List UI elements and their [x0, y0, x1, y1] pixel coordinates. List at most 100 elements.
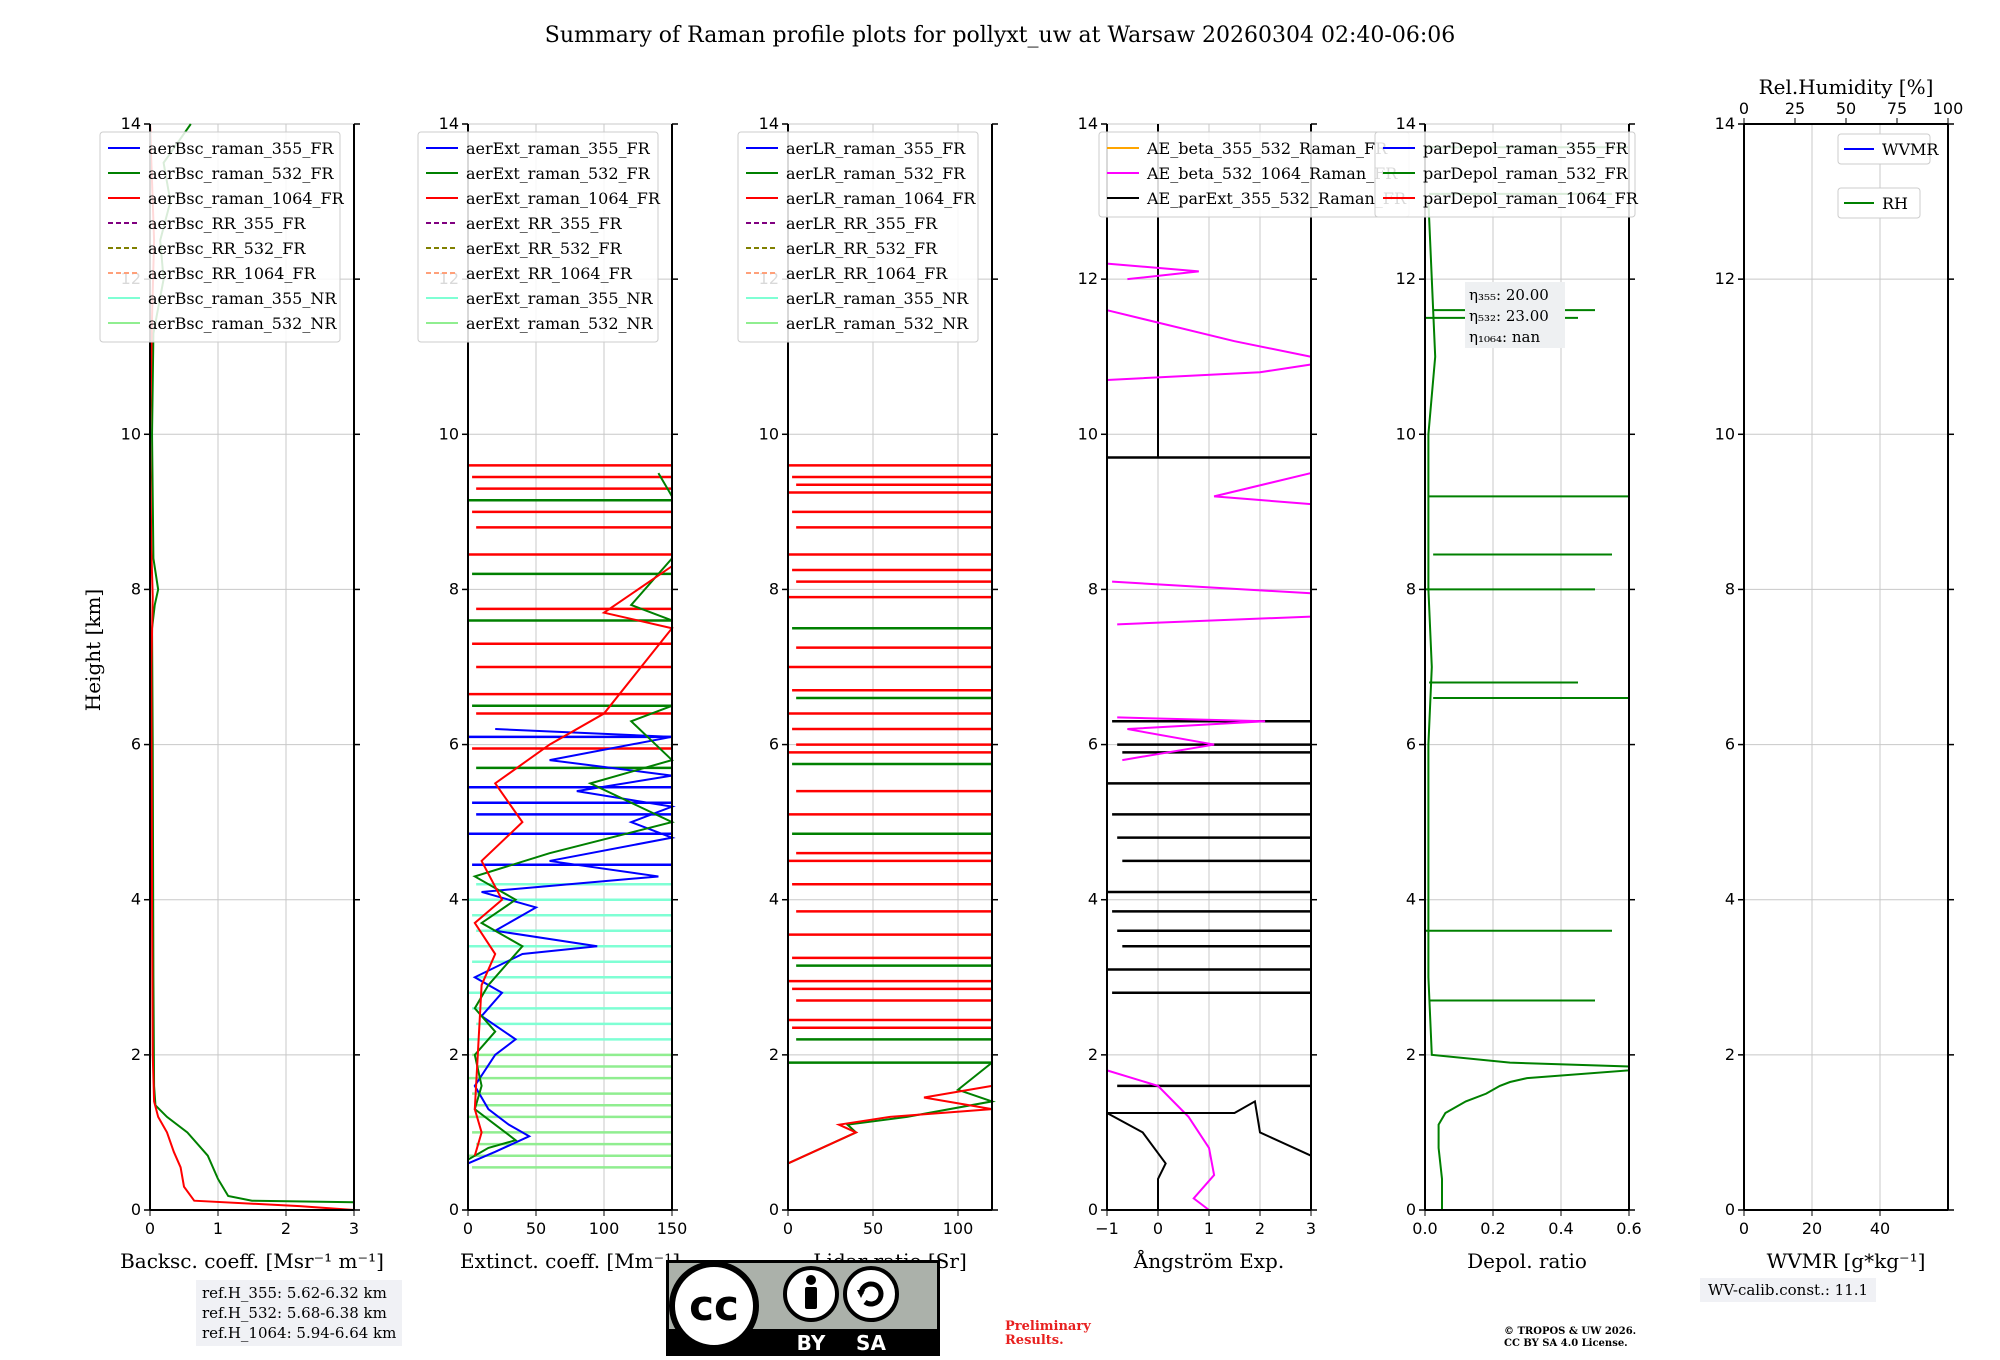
- legend-label: aerBsc_RR_355_FR: [148, 214, 306, 233]
- legend-label: aerLR_RR_532_FR: [786, 239, 938, 258]
- legend-label: aerBsc_raman_355_FR: [148, 139, 334, 158]
- annotation-box: [1465, 282, 1565, 348]
- copyright-line-2: CC BY SA 4.0 License.: [1504, 1338, 1628, 1349]
- y-tick-label: 8: [449, 579, 459, 598]
- preliminary-results-note: Preliminary Results.: [1005, 1320, 1091, 1348]
- y-tick-label: 2: [1725, 1045, 1735, 1064]
- height-axis-label: Height [km]: [81, 589, 105, 711]
- x-tick-label: 0: [783, 1219, 793, 1238]
- legend-label: AE_beta_532_1064_Raman_FR: [1146, 164, 1398, 183]
- legend: AE_beta_355_532_Raman_FR AE_beta_532_1064…: [1098, 131, 1410, 218]
- profile-segment: [1117, 615, 1312, 626]
- profile-segment: [1106, 309, 1312, 358]
- panel-lr: 05010002468101214Lidar ratio [Sr]aerLR_r…: [737, 114, 998, 1273]
- copyright-line-1: © TROPOS & UW 2026.: [1504, 1326, 1637, 1337]
- legend: parDepol_raman_355_FR parDepol_raman_532_…: [1374, 131, 1639, 218]
- series-line-AE_beta_532_1064_Raman_FR: [1106, 1069, 1216, 1211]
- y-tick-label: 10: [759, 424, 779, 443]
- y-tick-label: 8: [131, 579, 141, 598]
- x-tick-label: 20: [1802, 1219, 1822, 1238]
- legend-box: [1374, 131, 1636, 218]
- legend-label: aerLR_raman_355_FR: [786, 139, 966, 158]
- y-tick-label: 0: [1725, 1200, 1735, 1219]
- annotation-eta355: η₃₅₅: 20.00: [1469, 286, 1549, 304]
- legend-label: aerLR_RR_1064_FR: [786, 264, 948, 283]
- y-tick-label: 12: [1396, 269, 1416, 288]
- x-tick-label: 40: [1870, 1219, 1890, 1238]
- y-tick-label: 0: [1406, 1200, 1416, 1219]
- series-line-aerLR_raman_532_FR: [787, 1061, 996, 1165]
- panel-depol: 0.0 0.2 0.4 0.6 0 2 4 6 8 10 12 14 Depol. ratio parDe…: [1374, 114, 1642, 1273]
- legend-label: aerLR_raman_355_NR: [786, 289, 969, 308]
- top-x-axis-label: Rel.Humidity [%]: [1759, 75, 1934, 99]
- x-tick-label: 0: [1153, 1219, 1163, 1238]
- y-tick-label: 4: [131, 890, 141, 909]
- legend-label: aerExt_raman_532_FR: [466, 164, 651, 183]
- legend-box: [737, 131, 979, 343]
- y-tick-label: 6: [1725, 735, 1735, 754]
- y-tick-label: 14: [121, 114, 141, 133]
- y-tick-label: 2: [769, 1045, 779, 1064]
- legend-label: aerLR_raman_532_FR: [786, 164, 966, 183]
- y-tick-label: 14: [1078, 114, 1098, 133]
- ref-height-532: ref.H_532: 5.68-6.38 km: [202, 1304, 387, 1322]
- legend-label: aerExt_RR_1064_FR: [466, 264, 633, 283]
- svg-text:cc: cc: [689, 1281, 739, 1330]
- x-axis-label: Ångström Exp.: [1133, 1248, 1284, 1273]
- panels: 012302468101214Backsc. coeff. [Msr⁻¹ m⁻¹…: [99, 75, 1963, 1273]
- y-tick-label: 4: [449, 890, 459, 909]
- legend-label: parDepol_raman_532_FR: [1423, 164, 1629, 183]
- legend-label: parDepol_raman_1064_FR: [1423, 189, 1639, 208]
- y-tick-label: 6: [1406, 735, 1416, 754]
- y-tick-label: 0: [1088, 1200, 1098, 1219]
- y-tick-label: 10: [1715, 424, 1735, 443]
- legend-RH: RH: [1837, 187, 1921, 219]
- preliminary-line-1: Preliminary: [1005, 1319, 1091, 1334]
- y-tick-label: 2: [131, 1045, 141, 1064]
- legend-label: parDepol_raman_355_FR: [1423, 139, 1629, 158]
- x-tick-label: 0.6: [1616, 1219, 1641, 1238]
- ref-height-355: ref.H_355: 5.62-6.32 km: [202, 1284, 387, 1302]
- profile-segment: [1106, 262, 1199, 281]
- legend-label: RH: [1882, 194, 1908, 213]
- y-tick-label: 8: [1406, 579, 1416, 598]
- legend-label: aerBsc_RR_532_FR: [148, 239, 306, 258]
- x-tick-label: 50: [863, 1219, 883, 1238]
- sa-label: SA: [856, 1331, 886, 1355]
- series-line-aerExt_raman_355_FR: [467, 728, 676, 1165]
- share-alike-icon: [843, 1266, 899, 1322]
- y-tick-label: 0: [449, 1200, 459, 1219]
- ref-height-1064: ref.H_1064: 5.94-6.64 km: [202, 1324, 397, 1342]
- y-tick-label: 10: [1396, 424, 1416, 443]
- legend-label: aerExt_RR_355_FR: [466, 214, 623, 233]
- y-tick-label: 10: [1078, 424, 1098, 443]
- y-tick-label: 0: [131, 1200, 141, 1219]
- y-tick-label: 6: [1088, 735, 1098, 754]
- top-x-tick-label: 50: [1836, 99, 1856, 118]
- legend-box: [99, 131, 341, 343]
- y-tick-label: 6: [449, 735, 459, 754]
- legend-box: [417, 131, 659, 343]
- x-tick-label: 0.2: [1480, 1219, 1505, 1238]
- legend-label: aerLR_RR_355_FR: [786, 214, 938, 233]
- y-tick-label: 8: [1088, 579, 1098, 598]
- legend-label: aerBsc_raman_532_FR: [148, 164, 334, 183]
- y-tick-label: 8: [769, 579, 779, 598]
- series-line-aerExt_raman_532_FR: [467, 472, 675, 1161]
- y-tick-label: 2: [449, 1045, 459, 1064]
- series-line-parDepol_raman_532_FR: [1427, 201, 1630, 1210]
- y-tick-label: 10: [439, 424, 459, 443]
- x-tick-label: 2: [1255, 1219, 1265, 1238]
- profile-segment: [1112, 580, 1312, 595]
- legend-box: [1837, 133, 1931, 165]
- x-tick-label: 1: [213, 1219, 223, 1238]
- y-tick-label: 14: [1396, 114, 1416, 133]
- x-tick-label: 100: [943, 1219, 974, 1238]
- legend-box: [1837, 187, 1921, 219]
- y-tick-label: 4: [769, 890, 779, 909]
- profile-segment: [1117, 716, 1266, 762]
- y-tick-label: 2: [1406, 1045, 1416, 1064]
- y-tick-label: 12: [1715, 269, 1735, 288]
